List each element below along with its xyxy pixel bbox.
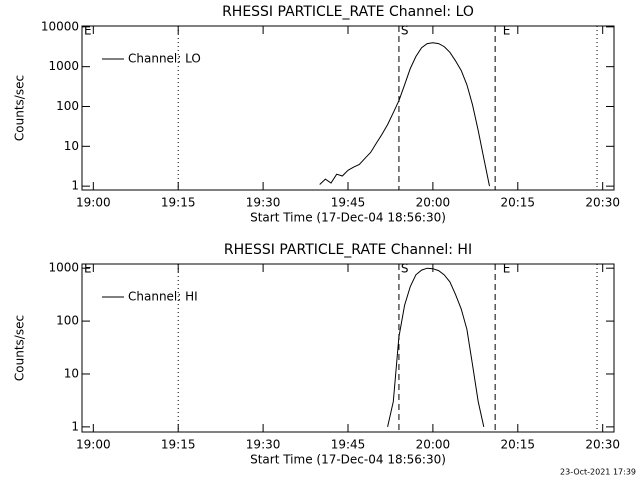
x-tick-label: 19:45 xyxy=(331,196,366,210)
x-tick-label: 19:30 xyxy=(246,438,281,452)
y-tick-label: 1 xyxy=(71,419,79,433)
chart-title: RHESSI PARTICLE_RATE Channel: LO xyxy=(222,4,474,20)
annotation: E xyxy=(84,262,92,276)
y-tick-label: 10000 xyxy=(41,19,79,33)
x-tick-label: 19:15 xyxy=(161,196,196,210)
panel: RHESSI PARTICLE_RATE Channel: HI Counts/s… xyxy=(13,242,620,467)
chart-title: RHESSI PARTICLE_RATE Channel: HI xyxy=(224,242,472,258)
x-tick-label: 19:15 xyxy=(161,438,196,452)
x-axis-label: Start Time (17-Dec-04 18:56:30) xyxy=(250,453,446,467)
series-line xyxy=(319,42,490,187)
y-tick-label: 10 xyxy=(64,366,79,380)
x-tick-label: 19:45 xyxy=(331,438,366,452)
x-tick-label: 20:00 xyxy=(416,196,451,210)
x-tick-label: 20:15 xyxy=(500,438,535,452)
y-tick-label: 1 xyxy=(71,179,79,193)
y-axis-label: Counts/sec xyxy=(13,315,27,381)
annotation: S xyxy=(401,24,409,38)
x-tick-label: 19:00 xyxy=(76,438,111,452)
y-tick-label: 1000 xyxy=(48,261,79,275)
panel: RHESSI PARTICLE_RATE Channel: LO Counts/s… xyxy=(13,4,620,225)
y-tick-label: 100 xyxy=(56,99,79,113)
series-line xyxy=(387,267,485,428)
annotation: E xyxy=(503,262,511,276)
y-axis-label: Counts/sec xyxy=(13,75,27,141)
x-tick-label: 19:30 xyxy=(246,196,281,210)
y-tick-label: 1000 xyxy=(48,59,79,73)
y-tick-label: 100 xyxy=(56,314,79,328)
x-axis-label: Start Time (17-Dec-04 18:56:30) xyxy=(250,211,446,225)
y-tick-label: 10 xyxy=(64,139,79,153)
x-tick-label: 20:30 xyxy=(585,196,620,210)
annotation: E xyxy=(84,24,92,38)
annotation: S xyxy=(401,262,409,276)
x-tick-label: 20:00 xyxy=(416,438,451,452)
annotation: E xyxy=(503,24,511,38)
x-tick-label: 19:00 xyxy=(76,196,111,210)
footer: 23-Oct-2021 17:39 xyxy=(560,468,636,477)
legend-label: Channel: LO xyxy=(128,52,201,66)
legend-label: Channel: HI xyxy=(128,290,198,304)
x-tick-label: 20:30 xyxy=(585,438,620,452)
x-tick-label: 20:15 xyxy=(500,196,535,210)
